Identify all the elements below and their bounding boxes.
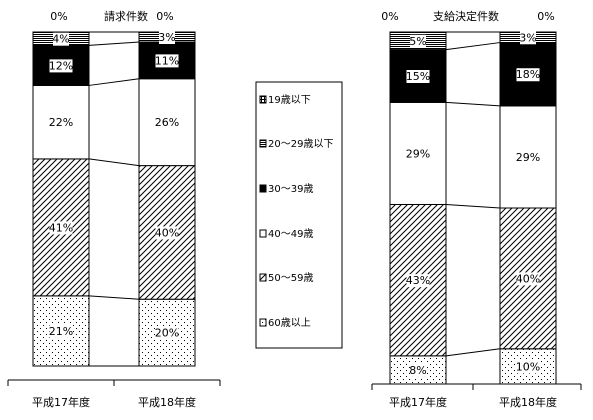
- data-label: 43%: [406, 274, 430, 287]
- label-bg: [49, 59, 73, 73]
- data-label: 5%: [409, 35, 426, 48]
- legend-label: 30～39歳: [268, 183, 313, 195]
- data-label: 20%: [155, 327, 179, 340]
- bar-segment: [32, 158, 90, 297]
- data-label: 15%: [406, 70, 430, 83]
- legend-item: 30～39歳: [259, 183, 313, 195]
- label-bg: [520, 31, 536, 45]
- chart-title: 支給決定件数: [433, 9, 499, 23]
- category-label: 平成18年度: [138, 395, 196, 409]
- connector-line: [445, 101, 501, 107]
- bar-segment: [32, 84, 90, 160]
- bar-segment: [389, 101, 447, 205]
- category-label: 平成17年度: [389, 395, 447, 409]
- label-bg: [406, 70, 430, 83]
- legend-swatch: [259, 139, 267, 148]
- data-label: 12%: [49, 59, 73, 72]
- data-label: 40%: [155, 226, 179, 239]
- chart-1: 請求件数 21% 41% 22% 12% 4% 0% 平成17年度 20% 40% 26% 11% 3%…: [7, 9, 221, 409]
- label-bg: [49, 324, 73, 338]
- data-label: 4%: [52, 33, 69, 46]
- bar-2: 20% 40% 26% 11% 3% 0%: [138, 10, 196, 367]
- legend-label: 19歳以下: [268, 94, 311, 106]
- legend-swatch: [259, 184, 267, 193]
- legend-frame: [255, 81, 343, 349]
- connector-line: [88, 41, 140, 46]
- label-bg: [155, 54, 179, 68]
- legend: 19歳以下 20～29歳以下 30～39歳 40～49歳 50～59歳 60歳以上: [255, 81, 343, 349]
- category-label: 平成17年度: [32, 395, 90, 409]
- data-label: 3%: [158, 31, 175, 44]
- label-bg: [410, 34, 426, 48]
- data-label: 18%: [516, 68, 540, 81]
- label-bg: [159, 31, 175, 45]
- connector-line: [445, 42, 501, 51]
- data-label: 21%: [49, 325, 73, 338]
- bar-2: 10% 40% 29% 18% 3%0%: [499, 10, 557, 385]
- data-label: 3%: [519, 31, 536, 44]
- data-label: 8%: [409, 364, 426, 377]
- label-bg: [155, 326, 179, 340]
- label-bg: [155, 226, 179, 240]
- legend-item: 50～59歳: [259, 272, 313, 284]
- connector-line: [88, 158, 140, 167]
- bar-1: 21% 41% 22% 12% 4% 0%: [32, 10, 90, 367]
- legend-item: 20～29歳以下: [259, 138, 333, 150]
- data-label: 11%: [155, 54, 179, 67]
- legend-item: 19歳以下: [259, 94, 311, 106]
- label-bg: [516, 272, 540, 286]
- legend-label: 60歳以上: [268, 317, 311, 329]
- data-label: 0%: [50, 10, 67, 23]
- legend-swatch: [259, 318, 267, 327]
- data-label: 10%: [516, 360, 540, 373]
- connector-line: [445, 203, 501, 209]
- legend-label: 40～49歳: [268, 228, 313, 240]
- bar-segment: [499, 105, 557, 209]
- label-bg: [410, 363, 426, 377]
- connector-line: [88, 295, 140, 300]
- legend-swatch: [259, 273, 267, 282]
- legend-label: 20～29歳以下: [268, 138, 333, 150]
- legend-swatch: [259, 95, 267, 104]
- connector-line: [445, 348, 501, 357]
- data-label: 29%: [406, 147, 430, 160]
- legend-item: 60歳以上: [259, 317, 311, 329]
- connector-line: [88, 78, 140, 86]
- label-bg: [49, 221, 73, 235]
- data-label: 0%: [156, 10, 173, 23]
- data-label: 0%: [381, 10, 398, 23]
- bar-segment: [138, 78, 196, 167]
- label-bg: [406, 274, 430, 288]
- data-label: 40%: [516, 272, 540, 285]
- data-label: 0%: [537, 10, 554, 23]
- chart-title: 請求件数: [104, 9, 148, 23]
- data-label: 41%: [49, 221, 73, 234]
- legend-swatch: [259, 229, 267, 238]
- data-label: 29%: [516, 151, 540, 164]
- label-bg: [516, 360, 540, 374]
- legend-item: 40～49歳: [259, 228, 313, 240]
- label-bg: [516, 68, 540, 82]
- data-label: 22%: [49, 116, 73, 129]
- category-label: 平成18年度: [499, 395, 557, 409]
- chart-2: 支給決定件数 8% 43% 29% 15% 5% 0% 平成17年度 10% 40% 29% 18% 3…: [371, 9, 582, 409]
- legend-label: 50～59歳: [268, 272, 313, 284]
- bar-1: 8% 43% 29% 15% 5% 0%: [381, 10, 447, 385]
- label-bg: [53, 32, 69, 46]
- data-label: 26%: [155, 116, 179, 129]
